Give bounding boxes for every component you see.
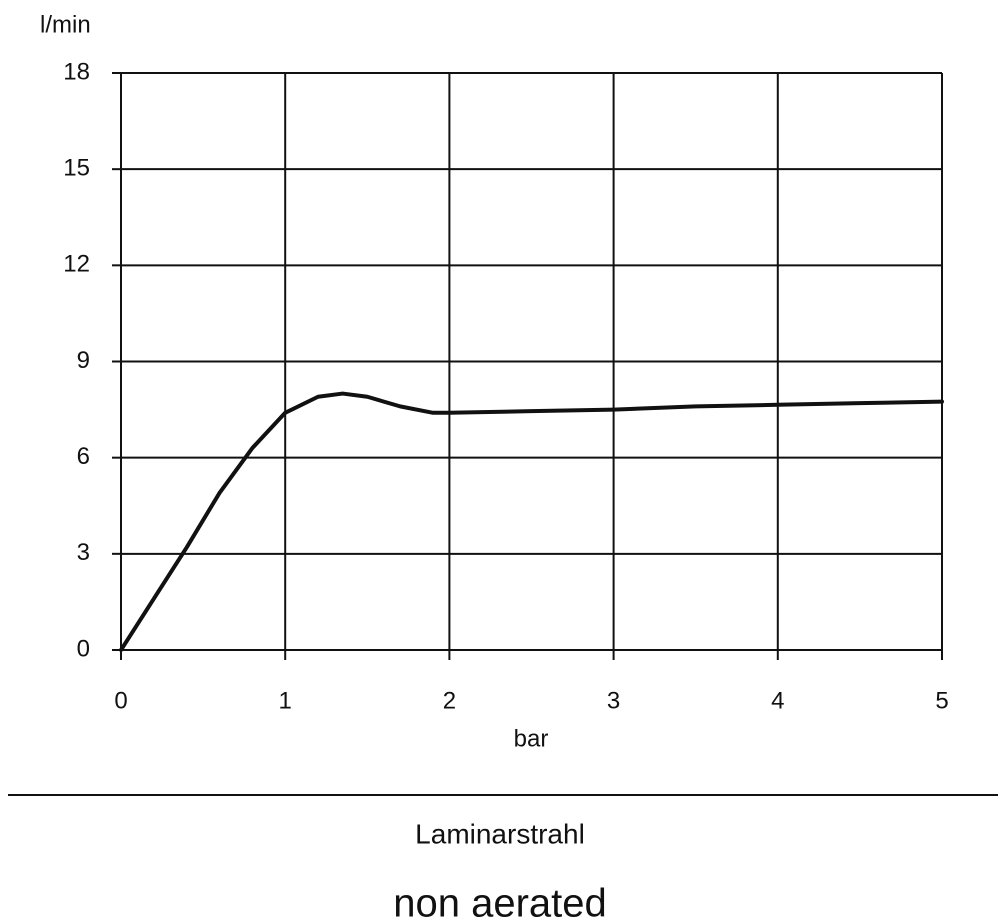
y-tick-label: 0 (77, 635, 90, 662)
y-tick-label: 15 (63, 155, 90, 182)
y-tick-label: 18 (63, 58, 90, 85)
y-tick-label: 6 (77, 443, 90, 470)
caption-title: Laminarstrahl (415, 818, 585, 849)
y-tick-label: 3 (77, 539, 90, 566)
data-line (119, 391, 944, 652)
x-tick-label: 2 (443, 687, 456, 714)
x-tick-label: 3 (607, 687, 620, 714)
x-tick-label: 0 (114, 687, 127, 714)
x-tick-label: 1 (279, 687, 292, 714)
y-tick-label: 12 (63, 251, 90, 278)
x-tick-label: 4 (771, 687, 784, 714)
y-axis-label: l/min (40, 11, 91, 38)
caption-subtitle: non aerated (393, 882, 607, 924)
y-tick-label: 9 (77, 347, 90, 374)
x-tick-label: 5 (935, 687, 948, 714)
x-axis-label: bar (514, 725, 549, 752)
